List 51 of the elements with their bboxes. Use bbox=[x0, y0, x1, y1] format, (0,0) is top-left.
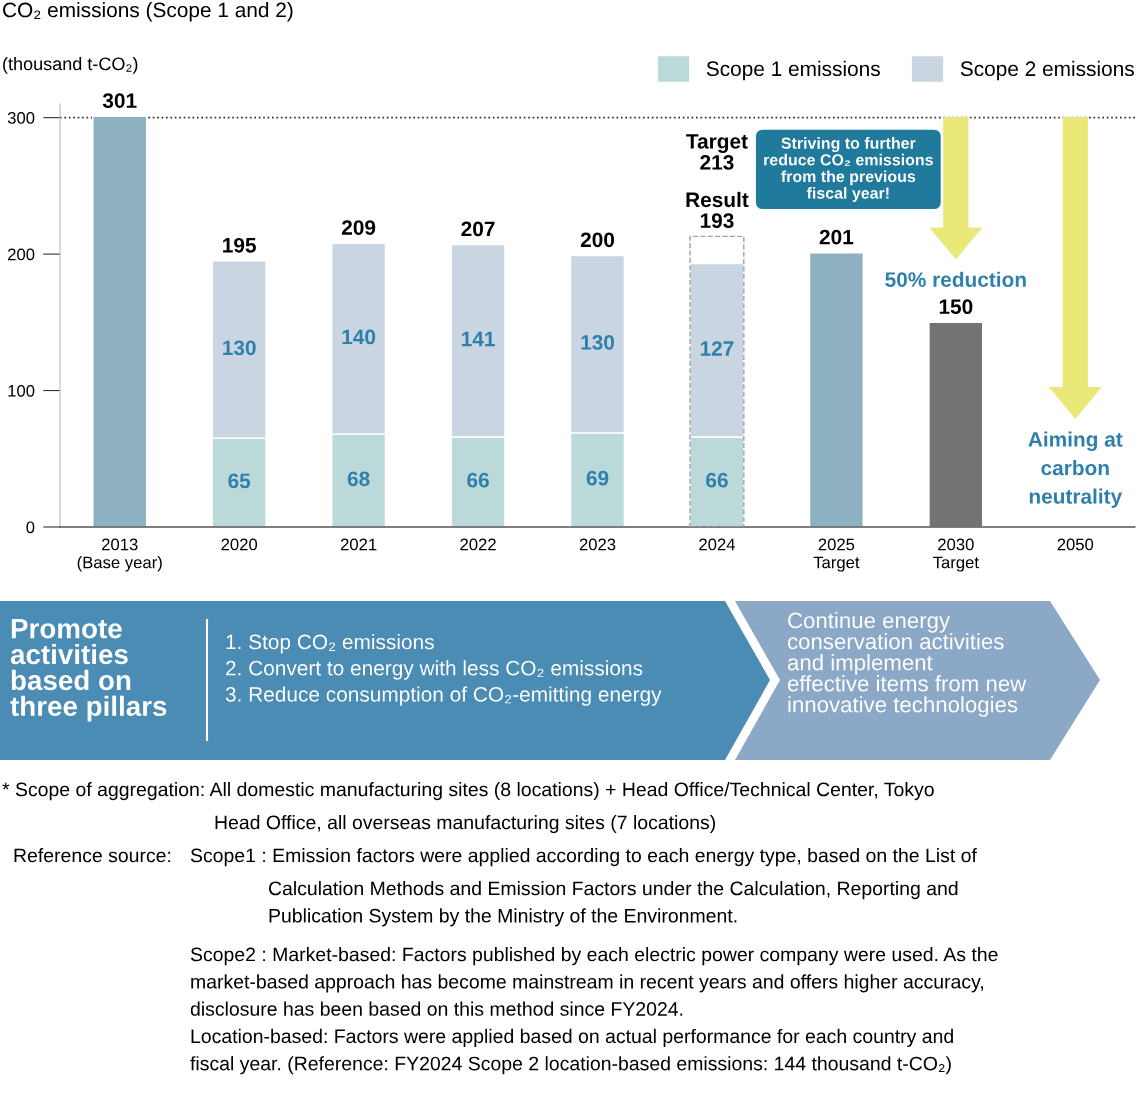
data-label: 66 bbox=[706, 472, 728, 488]
annotation: Aiming at carbon neutrality bbox=[1028, 431, 1123, 508]
text: 1. Stop CO₂ emissions 2. Convert to energy with less CO₂ emissions 3. Reduce consumption of CO₂-emitting energy bbox=[225, 634, 662, 706]
y-tick-label: 200 bbox=[8, 248, 35, 261]
data-label: 130 bbox=[223, 340, 256, 356]
data-label: 66 bbox=[467, 472, 489, 488]
data-label: 68 bbox=[347, 471, 370, 487]
total-label: 207 bbox=[461, 221, 495, 237]
total-label: 209 bbox=[341, 220, 376, 235]
y-tick-label: 100 bbox=[8, 384, 35, 397]
data-label: 69 bbox=[586, 470, 609, 486]
data-label: 130 bbox=[581, 334, 615, 350]
data-label: 150 bbox=[939, 299, 973, 315]
legend-label: Scope 1 emissions bbox=[706, 60, 880, 81]
bar bbox=[928, 321, 984, 527]
y-tick-label: 0 bbox=[26, 521, 35, 534]
x-tick-label: 2021 bbox=[340, 538, 377, 551]
annotation: 50% reduction bbox=[885, 271, 1026, 287]
x-tick-label: 2050 bbox=[1057, 538, 1094, 551]
x-tick-label: 2020 bbox=[221, 538, 258, 551]
text: Promote activities based on three pillars bbox=[10, 619, 167, 722]
text: * Scope of aggregation: All domestic manufacturing sites (8 locations) + Head Office/Technical Center, Tokyo bbox=[2, 782, 934, 801]
x-tick-label: 2030 Target bbox=[933, 538, 979, 572]
text: Reference source: bbox=[14, 848, 171, 863]
y-axis-title: (thousand t-CO₂) bbox=[3, 57, 138, 74]
data-label: 201 bbox=[819, 229, 854, 245]
legend-label: Scope 2 emissions bbox=[960, 60, 1134, 81]
text: Head Office, all overseas manufacturing sites (7 locations) bbox=[215, 815, 715, 834]
data-label: 141 bbox=[461, 331, 495, 347]
total-label: Result 193 bbox=[686, 191, 749, 229]
data-label: 140 bbox=[342, 329, 376, 345]
data-label: Target 213 bbox=[686, 134, 748, 170]
bar bbox=[808, 252, 864, 527]
text: Calculation Methods and Emission Factors under the Calculation, Reporting and Publication System by the Ministry of the Environment. bbox=[268, 881, 958, 927]
chart-title: CO₂ emissions (Scope 1 and 2) bbox=[3, 2, 293, 22]
x-tick-label: 2024 bbox=[699, 538, 735, 551]
text: Scope1 : Emission factors were applied according to each energy type, based on the List of bbox=[190, 848, 977, 867]
data-label: 301 bbox=[102, 93, 137, 109]
text: Continue energy conservation activities and implement effective items from new innovative technologies bbox=[787, 612, 1027, 717]
data-label: 65 bbox=[228, 473, 251, 489]
total-label: 195 bbox=[223, 237, 256, 253]
data-label: 127 bbox=[700, 341, 734, 356]
x-tick-label: 2025 Target bbox=[813, 538, 860, 572]
x-tick-label: 2022 bbox=[460, 538, 496, 551]
y-tick-label: 300 bbox=[7, 112, 35, 124]
total-label: 200 bbox=[580, 232, 615, 248]
x-tick-label: 2023 bbox=[579, 538, 616, 551]
x-tick-label: 2013 (Base year) bbox=[77, 538, 162, 572]
text: Scope2 : Market-based: Factors published by each electric power company were used. As the market-based approach has become mainstream in recent years and offers higher accuracy, disclosure has been based on this method since FY2024. Location-based: Factors were applied based on actual performance for each country and fiscal year. (Reference: FY2024 Scope 2 location-based emissions: 144 thousand t-CO₂) bbox=[190, 947, 998, 1075]
annotation: Striving to further reduce CO₂ emissions from the previous fiscal year! bbox=[764, 137, 933, 202]
bar bbox=[92, 115, 148, 527]
